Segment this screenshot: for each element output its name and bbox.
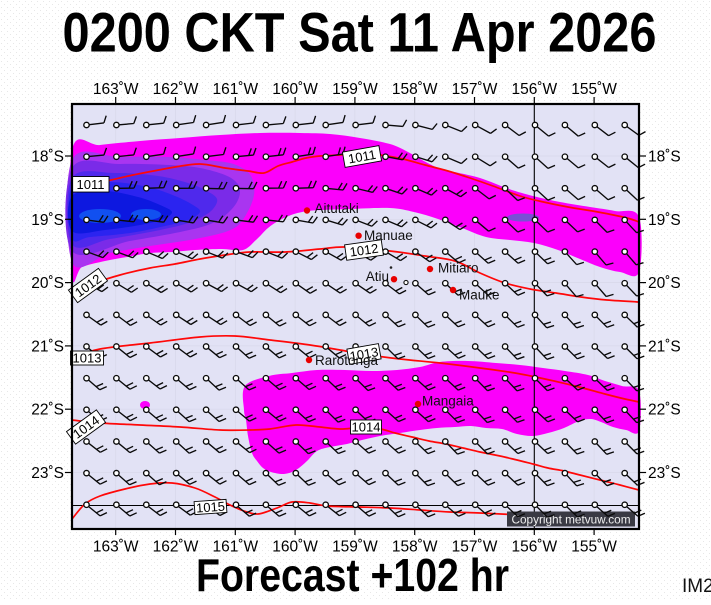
svg-text:158˚W: 158˚W <box>392 539 438 556</box>
svg-text:21˚S: 21˚S <box>648 338 681 355</box>
svg-text:Manuae: Manuae <box>364 228 413 243</box>
svg-text:Aitutaki: Aitutaki <box>315 201 359 216</box>
svg-text:1011: 1011 <box>347 147 377 167</box>
svg-text:18˚S: 18˚S <box>31 149 64 166</box>
svg-text:161˚W: 161˚W <box>212 81 258 98</box>
svg-text:1012: 1012 <box>349 241 380 260</box>
svg-text:162˚W: 162˚W <box>153 539 199 556</box>
svg-text:157˚W: 157˚W <box>452 81 498 98</box>
svg-text:20˚S: 20˚S <box>648 275 681 292</box>
svg-text:159˚W: 159˚W <box>332 81 378 98</box>
svg-text:1015: 1015 <box>196 499 226 516</box>
svg-text:Mangaia: Mangaia <box>422 394 474 409</box>
svg-text:21˚S: 21˚S <box>31 338 64 355</box>
svg-text:1013: 1013 <box>73 351 102 366</box>
svg-text:159˚W: 159˚W <box>332 539 378 556</box>
svg-text:22˚S: 22˚S <box>648 402 681 419</box>
svg-text:1013: 1013 <box>348 344 379 364</box>
svg-text:19˚S: 19˚S <box>648 212 681 229</box>
svg-text:156˚W: 156˚W <box>511 81 557 98</box>
svg-text:163˚W: 163˚W <box>93 539 139 556</box>
svg-text:160˚W: 160˚W <box>272 81 318 98</box>
svg-text:20˚S: 20˚S <box>31 275 64 292</box>
svg-text:156˚W: 156˚W <box>511 539 557 556</box>
svg-text:155˚W: 155˚W <box>571 539 617 556</box>
svg-text:IM2: IM2 <box>682 576 711 597</box>
svg-text:161˚W: 161˚W <box>212 539 258 556</box>
svg-text:162˚W: 162˚W <box>153 81 199 98</box>
svg-text:23˚S: 23˚S <box>31 465 64 482</box>
svg-text:157˚W: 157˚W <box>452 539 498 556</box>
svg-text:Forecast +102 hr: Forecast +102 hr <box>196 549 509 600</box>
svg-text:163˚W: 163˚W <box>93 81 139 98</box>
svg-text:Mauke: Mauke <box>459 288 500 303</box>
svg-text:22˚S: 22˚S <box>31 402 64 419</box>
svg-text:Copyright metvuw.com: Copyright metvuw.com <box>512 513 631 527</box>
svg-text:19˚S: 19˚S <box>31 212 64 229</box>
svg-text:Rarotonga: Rarotonga <box>315 353 379 368</box>
svg-text:Atiu: Atiu <box>366 269 389 284</box>
svg-text:1014: 1014 <box>352 420 381 435</box>
svg-text:158˚W: 158˚W <box>392 81 438 98</box>
svg-text:1011: 1011 <box>77 177 105 192</box>
svg-text:23˚S: 23˚S <box>648 465 681 482</box>
svg-text:Mitiaro: Mitiaro <box>438 261 479 276</box>
svg-text:160˚W: 160˚W <box>272 539 318 556</box>
svg-text:18˚S: 18˚S <box>648 149 681 166</box>
svg-text:155˚W: 155˚W <box>571 81 617 98</box>
svg-text:0200 CKT Sat 11 Apr 2026: 0200 CKT Sat 11 Apr 2026 <box>63 2 657 64</box>
